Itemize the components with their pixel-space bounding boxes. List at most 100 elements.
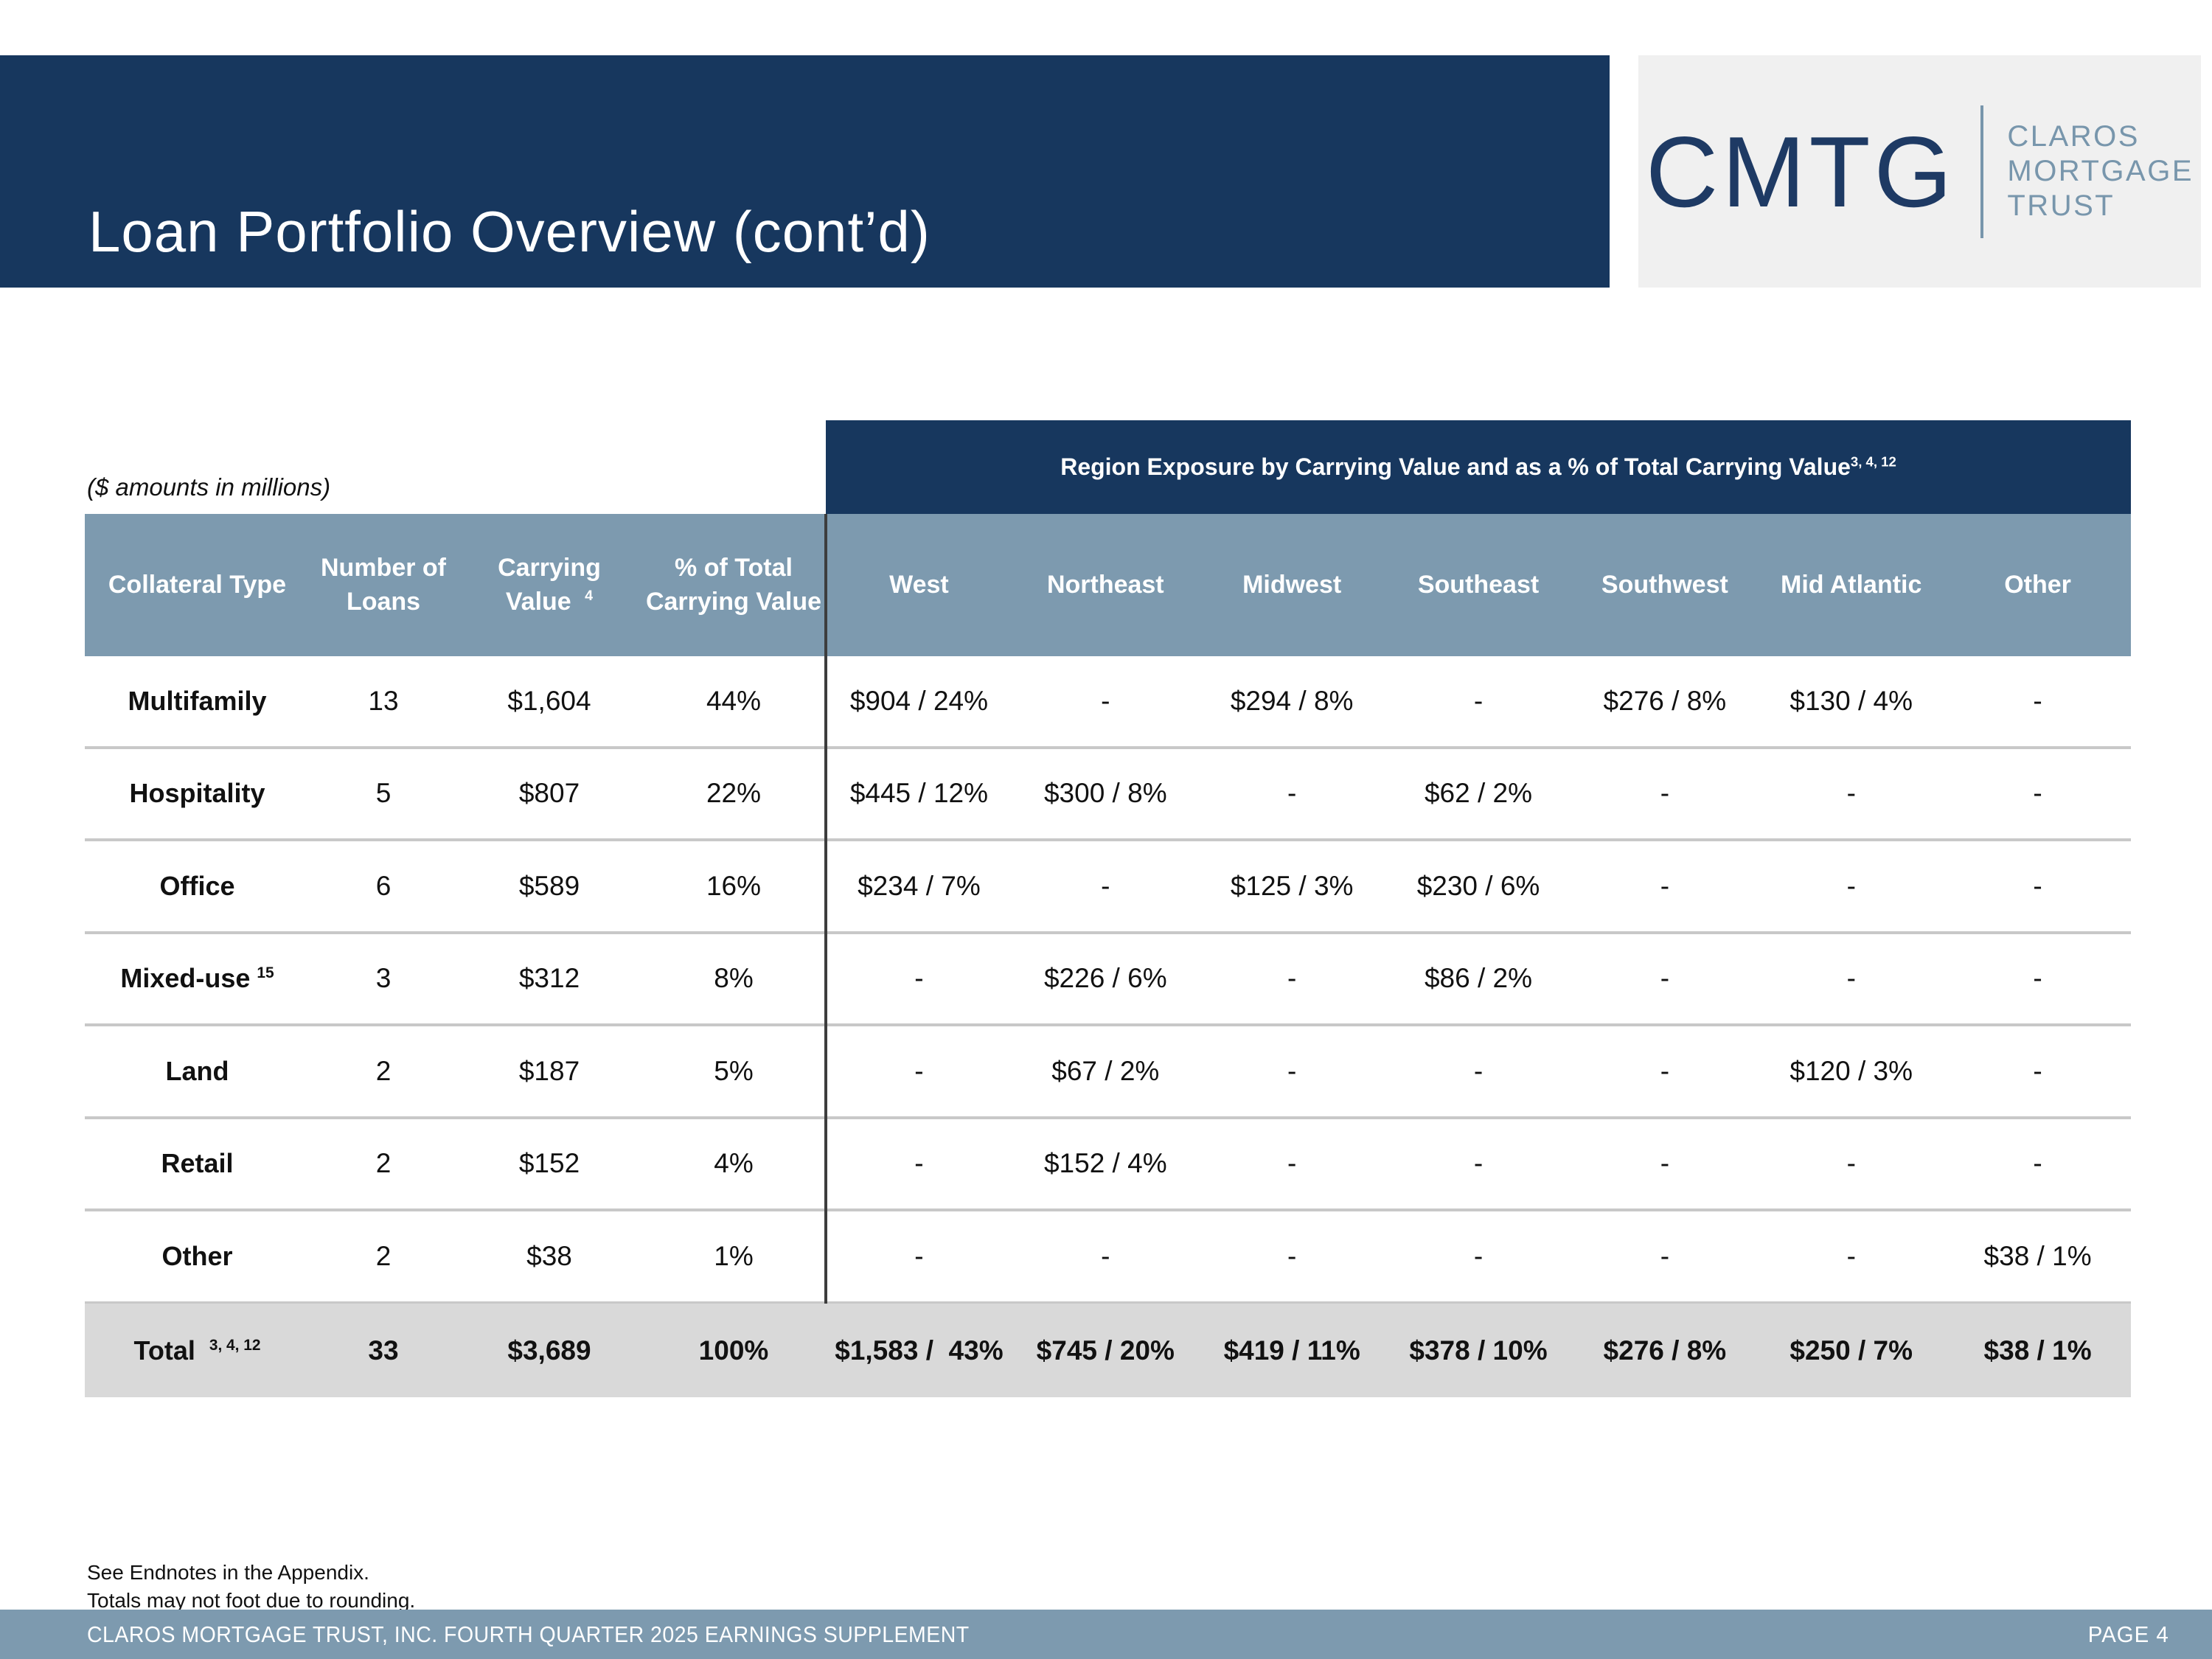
region-value-cell: $419 / 11% bbox=[1223, 1335, 1360, 1366]
region-value-cell: $445 / 12% bbox=[849, 778, 989, 809]
collateral-type-cell: Mixed-use 15 bbox=[120, 963, 274, 994]
region-value-cell: - bbox=[1101, 685, 1110, 716]
collateral-type-cell: Multifamily bbox=[128, 685, 267, 716]
pct-of-total-cell: 5% bbox=[714, 1055, 754, 1086]
units-note: ($ amounts in millions) bbox=[87, 473, 331, 501]
region-value-cell: $38 / 1% bbox=[1983, 1240, 2092, 1271]
footer-company-text: CLAROS MORTGAGE TRUST, INC. FOURTH QUART… bbox=[87, 1621, 970, 1647]
region-exposure-banner-text: Region Exposure by Carrying Value and as… bbox=[1060, 453, 1896, 480]
region-value-cell: - bbox=[1287, 1055, 1297, 1086]
carrying-value-cell: $38 bbox=[526, 1240, 572, 1271]
region-value-cell: $230 / 6% bbox=[1416, 870, 1540, 901]
column-header-cell: Collateral Type bbox=[108, 570, 287, 599]
region-value-cell: $120 / 3% bbox=[1790, 1055, 1913, 1086]
collateral-type-cell: Land bbox=[165, 1055, 229, 1086]
region-value-cell: - bbox=[1846, 1148, 1856, 1179]
cmtg-logo-abbr: CMTG bbox=[1646, 115, 1956, 228]
number-of-loans-cell: 2 bbox=[375, 1148, 392, 1179]
pct-of-total-cell: 8% bbox=[714, 963, 754, 994]
region-value-cell: - bbox=[1287, 963, 1297, 994]
number-of-loans-cell: 5 bbox=[375, 778, 392, 809]
carrying-value-cell: $187 bbox=[518, 1055, 580, 1086]
number-of-loans-cell: 2 bbox=[375, 1240, 392, 1271]
region-exposure-banner: Region Exposure by Carrying Value and as… bbox=[826, 420, 2131, 514]
region-value-cell: - bbox=[1846, 778, 1856, 809]
region-value-cell: $1,583 / 43% bbox=[835, 1335, 1004, 1366]
table-row: Office 6 $589 16% $234 / 7% - $125 / 3% … bbox=[85, 841, 2131, 934]
region-value-cell: - bbox=[1660, 778, 1670, 809]
carrying-value-cell: $312 bbox=[518, 963, 580, 994]
cmtg-logo: CMTG CLAROS MORTGAGE TRUST bbox=[1638, 55, 2201, 288]
region-value-cell: - bbox=[1287, 778, 1297, 809]
footer-page-number: PAGE 4 bbox=[2088, 1621, 2169, 1647]
column-header-cell: Carrying Value 4 bbox=[498, 553, 601, 616]
footer-bar: CLAROS MORTGAGE TRUST, INC. FOURTH QUART… bbox=[0, 1610, 2212, 1659]
region-value-cell: - bbox=[914, 1240, 924, 1271]
collateral-type-cell: Hospitality bbox=[129, 778, 265, 809]
column-header-cell: Northeast bbox=[1046, 570, 1164, 599]
region-value-cell: $294 / 8% bbox=[1230, 685, 1354, 716]
region-value-cell: - bbox=[1846, 870, 1856, 901]
carrying-value-cell: $152 bbox=[518, 1148, 580, 1179]
region-value-cell: - bbox=[2033, 1055, 2042, 1086]
region-value-cell: $904 / 24% bbox=[849, 685, 989, 716]
column-header-cell: Other bbox=[2004, 570, 2071, 599]
region-value-cell: - bbox=[1660, 963, 1670, 994]
logo-wordmark-line: MORTGAGE bbox=[2007, 155, 2194, 188]
region-value-cell: - bbox=[1660, 1240, 1670, 1271]
region-value-cell: - bbox=[1473, 1240, 1484, 1271]
table-row: Land 2 $187 5% - $67 / 2% - - - $120 / 3… bbox=[85, 1026, 2131, 1119]
region-value-cell: - bbox=[1473, 1055, 1484, 1086]
table-row: Mixed-use 15 3 $312 8% - $226 / 6% - $86 … bbox=[85, 934, 2131, 1026]
table-total-row: Total 3, 4, 12 33 $3,689 100% $1,583 / 4… bbox=[85, 1304, 2131, 1397]
region-value-cell: - bbox=[1287, 1240, 1297, 1271]
pct-of-total-cell: 100% bbox=[698, 1335, 769, 1366]
table-row: Retail 2 $152 4% - $152 / 4% - - - - - bbox=[85, 1119, 2131, 1211]
pct-of-total-cell: 16% bbox=[706, 870, 762, 901]
number-of-loans-cell: 2 bbox=[375, 1055, 392, 1086]
region-value-cell: - bbox=[2033, 1148, 2042, 1179]
region-value-cell: - bbox=[1660, 1055, 1670, 1086]
region-value-cell: - bbox=[1101, 870, 1110, 901]
collateral-type-cell: Retail bbox=[161, 1148, 234, 1179]
page-title: Loan Portfolio Overview (cont’d) bbox=[88, 199, 931, 264]
column-header-cell: Number of Loans bbox=[321, 553, 446, 616]
region-value-cell: - bbox=[2033, 778, 2042, 809]
region-value-cell: $378 / 10% bbox=[1409, 1335, 1548, 1366]
region-value-cell: - bbox=[1660, 870, 1670, 901]
region-value-cell: - bbox=[2033, 870, 2042, 901]
carrying-value-cell: $807 bbox=[518, 778, 580, 809]
region-value-cell: - bbox=[914, 1055, 924, 1086]
pct-of-total-cell: 44% bbox=[706, 685, 762, 716]
column-header-cell: Southwest bbox=[1601, 570, 1728, 599]
logo-wordmark: CLAROS MORTGAGE TRUST bbox=[2007, 119, 2194, 223]
table-row: Other 2 $38 1% - - - - - - $38 / 1% bbox=[85, 1211, 2131, 1304]
region-value-cell: $38 / 1% bbox=[1983, 1335, 2092, 1366]
region-value-cell: $234 / 7% bbox=[858, 870, 981, 901]
region-value-cell: - bbox=[1846, 1240, 1856, 1271]
number-of-loans-cell: 13 bbox=[368, 685, 399, 716]
title-banner: Loan Portfolio Overview (cont’d) bbox=[0, 55, 1610, 288]
column-header-cell: Midwest bbox=[1242, 570, 1342, 599]
carrying-value-cell: $1,604 bbox=[507, 685, 591, 716]
table-vertical-divider bbox=[824, 514, 827, 1304]
footnote-line: See Endnotes in the Appendix. bbox=[87, 1561, 369, 1584]
logo-wordmark-line: TRUST bbox=[2007, 189, 2115, 222]
table-header-row: Collateral Type Number of Loans Carrying… bbox=[85, 514, 2131, 656]
table-row: Total 3, 4, 12 33 $3,689 100% $1,583 / 4… bbox=[85, 1304, 2131, 1397]
carrying-value-cell: $589 bbox=[518, 870, 580, 901]
region-value-cell: $125 / 3% bbox=[1230, 870, 1354, 901]
footnote-line: Totals may not foot due to rounding. bbox=[87, 1588, 416, 1612]
region-value-cell: - bbox=[1846, 963, 1856, 994]
region-value-cell: $276 / 8% bbox=[1603, 1335, 1727, 1366]
region-value-cell: - bbox=[2033, 963, 2042, 994]
region-value-cell: - bbox=[2033, 685, 2042, 716]
table-row: Hospitality 5 $807 22% $445 / 12% $300 /… bbox=[85, 749, 2131, 841]
region-value-cell: - bbox=[1287, 1148, 1297, 1179]
pct-of-total-cell: 4% bbox=[714, 1148, 754, 1179]
pct-of-total-cell: 1% bbox=[714, 1240, 754, 1271]
region-value-cell: $300 / 8% bbox=[1043, 778, 1167, 809]
carrying-value-cell: $3,689 bbox=[507, 1335, 591, 1366]
region-value-cell: - bbox=[1660, 1148, 1670, 1179]
